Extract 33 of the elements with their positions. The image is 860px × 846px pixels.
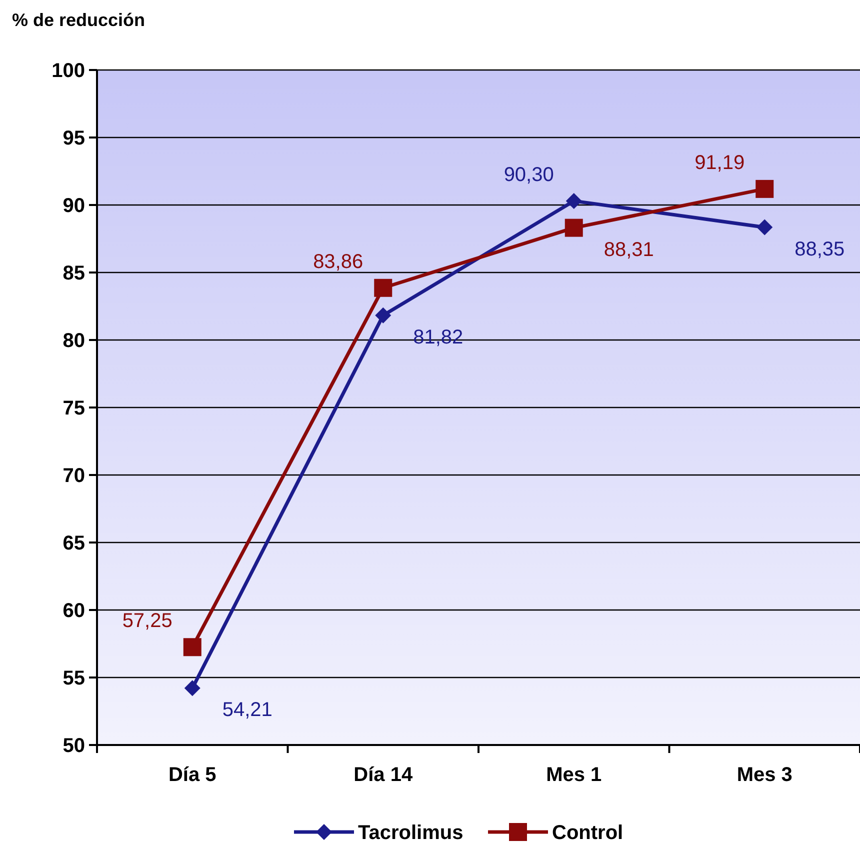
point	[756, 219, 773, 236]
y-tick-label: 95	[62, 128, 85, 150]
y-axis-title: % de reducción	[12, 10, 146, 30]
y-tick-label: 50	[62, 735, 85, 757]
y-tick-label: 100	[52, 60, 85, 82]
data-label: 57,25	[122, 610, 172, 632]
x-tick-label: Día 14	[354, 764, 414, 786]
y-tick-label: 55	[62, 668, 85, 690]
x-tick-label: Mes 1	[546, 764, 602, 786]
point	[184, 680, 200, 696]
x-tick-label: Mes 3	[736, 764, 792, 786]
data-label: 54,21	[222, 699, 272, 722]
data-label: 88,35	[794, 238, 845, 260]
y-tick-label: 60	[62, 600, 85, 622]
point	[564, 218, 583, 237]
y-tick-label: 80	[62, 330, 85, 352]
point	[566, 192, 582, 209]
y-tick-label: 90	[62, 195, 85, 217]
data-label: 83,86	[313, 250, 364, 273]
y-tick-label: 75	[62, 398, 85, 420]
data-label: 90,30	[504, 164, 554, 186]
point	[374, 278, 392, 297]
legend-label: Control	[552, 822, 624, 844]
data-label: 91,19	[694, 152, 745, 174]
legend-label: Tacrolimus	[358, 822, 464, 844]
y-tick-label: 85	[62, 262, 85, 284]
y-tick-label: 70	[62, 465, 85, 487]
data-label: 88,31	[604, 238, 654, 261]
point	[756, 180, 774, 198]
y-tick-label: 65	[62, 532, 85, 554]
point	[375, 307, 392, 324]
x-tick-label: Día 5	[168, 764, 216, 786]
point	[183, 638, 202, 656]
